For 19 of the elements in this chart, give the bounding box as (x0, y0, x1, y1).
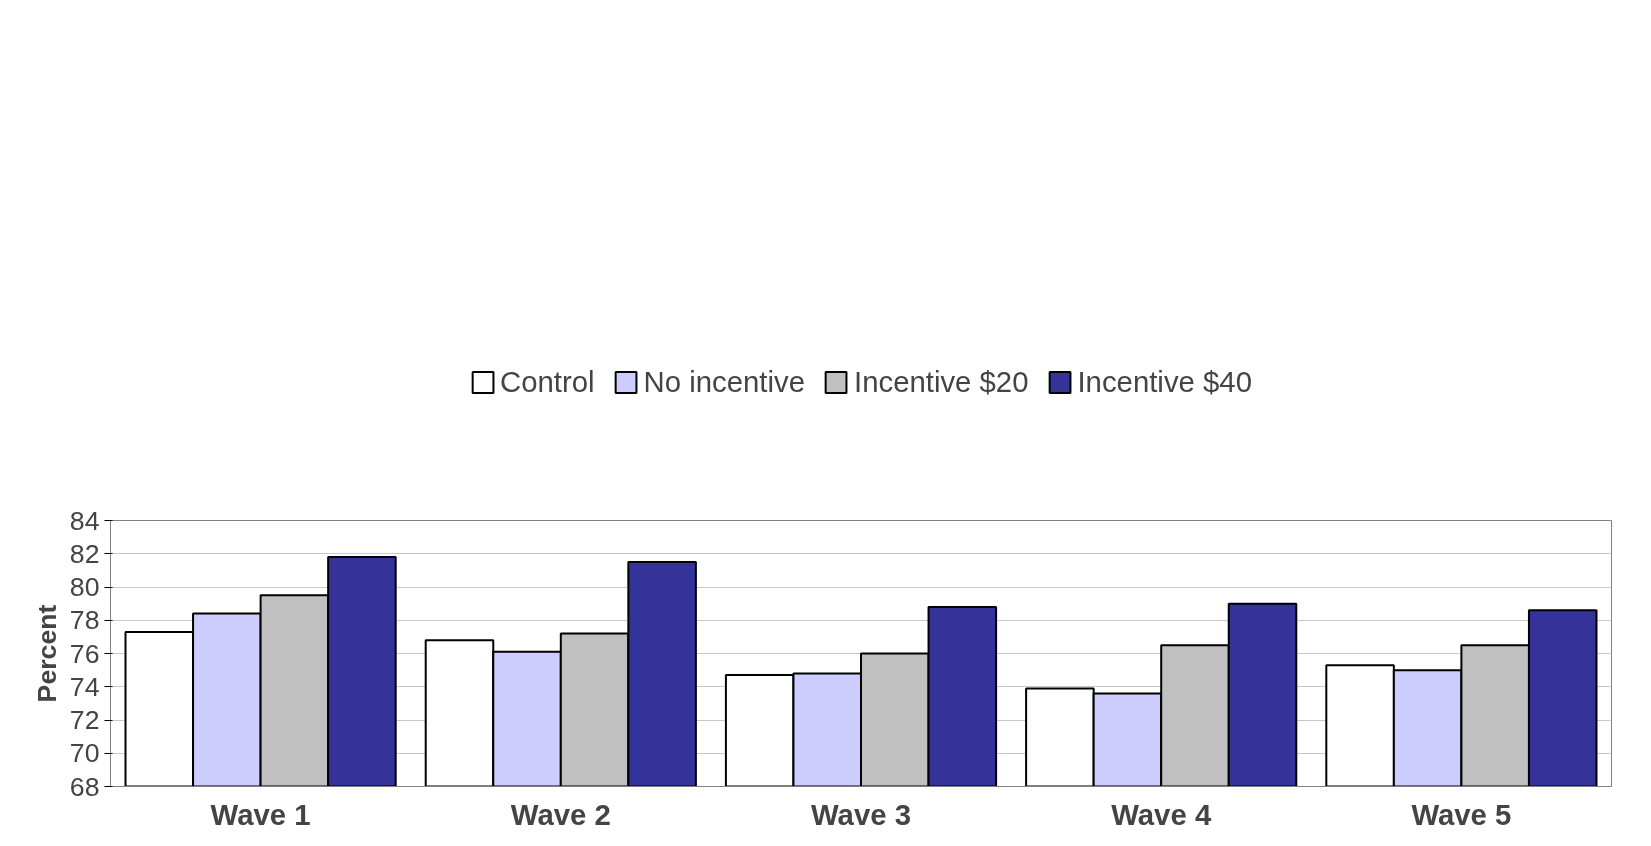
y-tick-label: 74 (69, 671, 100, 702)
legend-label: Incentive $20 (854, 364, 1029, 399)
x-tick-label: Wave 1 (210, 797, 311, 831)
y-tick-label: 82 (69, 538, 100, 569)
y-tick-label: 70 (69, 738, 100, 769)
y-tick-label: 80 (69, 572, 100, 602)
x-tick-label: Wave 5 (1411, 797, 1512, 831)
y-axis-title: Percent (31, 604, 62, 703)
x-tick-label: Wave 3 (811, 797, 912, 831)
legend-label: Control (500, 364, 595, 399)
x-tick-label: Wave 4 (1111, 797, 1212, 831)
legend-label: No incentive (643, 364, 806, 399)
y-tick-label: 72 (69, 705, 100, 735)
x-tick-label: Wave 2 (510, 797, 611, 831)
y-tick-label: 78 (69, 605, 100, 636)
legend-label: Incentive $40 (1077, 364, 1252, 399)
y-tick-label: 68 (69, 771, 100, 802)
y-tick-label: 76 (69, 638, 100, 669)
y-tick-label: 84 (69, 505, 100, 536)
